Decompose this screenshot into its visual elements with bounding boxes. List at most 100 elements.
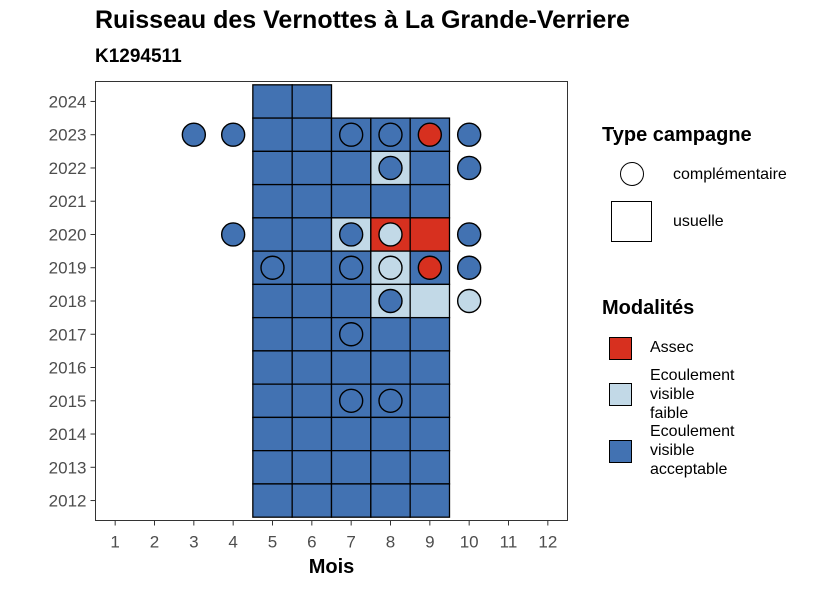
- usuelle-cell-2016-9: [409, 350, 451, 385]
- complementaire-point-2023-10: [456, 122, 482, 147]
- usuelle-cell-2020-6: [291, 217, 333, 252]
- legend-label-faible: Ecoulement visible faible: [650, 367, 735, 422]
- x-tick-label-2: 2: [150, 533, 159, 552]
- usuelle-cell-2019-6: [291, 250, 333, 286]
- usuelle-cell-2021-8: [370, 183, 411, 219]
- chart-subtitle: K1294511: [95, 46, 182, 67]
- usuelle-cell-2021-9: [409, 183, 451, 219]
- usuelle-cell-2016-5: [252, 350, 293, 385]
- complementaire-point-2020-4: [220, 222, 246, 247]
- complementaire-point-2020-10: [456, 222, 482, 247]
- complementaire-point-2019-10: [456, 255, 482, 280]
- x-tick-label-6: 6: [307, 533, 316, 552]
- x-tick-label-5: 5: [268, 533, 277, 552]
- usuelle-cell-2015-9: [409, 383, 451, 419]
- usuelle-cell-2013-6: [291, 450, 333, 485]
- usuelle-cell-2013-7: [330, 450, 372, 485]
- usuelle-cell-2014-7: [330, 416, 372, 452]
- usuelle-cell-2022-7: [330, 150, 372, 186]
- complementaire-point-2023-3: [181, 122, 207, 147]
- usuelle-cell-2012-9: [409, 483, 451, 518]
- y-tick-label-2022: 2022: [49, 159, 87, 178]
- usuelle-cell-2015-5: [252, 383, 293, 419]
- usuelle-cell-2014-6: [291, 416, 333, 452]
- usuelle-cell-2021-5: [252, 183, 293, 219]
- usuelle-cell-2017-9: [409, 316, 451, 352]
- complementaire-point-2022-8: [378, 155, 403, 181]
- usuelle-cell-2023-6: [291, 117, 333, 152]
- y-tick-label-2023: 2023: [49, 126, 87, 145]
- usuelle-cell-2021-7: [330, 183, 372, 219]
- x-tick-label-3: 3: [189, 533, 198, 552]
- x-tick-label-11: 11: [500, 533, 518, 552]
- complementaire-point-2020-7: [338, 222, 364, 247]
- legend-swatch-acceptable: [609, 440, 632, 463]
- legend-swatch-faible: [609, 383, 632, 406]
- complementaire-point-2015-7: [338, 388, 364, 413]
- usuelle-cell-2023-5: [252, 117, 293, 152]
- x-tick-label-8: 8: [386, 533, 395, 552]
- complementaire-circles: [181, 122, 482, 413]
- usuelle-cell-2012-6: [291, 483, 333, 518]
- complementaire-point-2023-4: [220, 122, 246, 147]
- x-axis: 1 2 3 4 5 6 7 8 9 10 11 12: [110, 520, 557, 552]
- y-tick-label-2020: 2020: [49, 225, 87, 244]
- usuelle-cell-2024-5: [252, 84, 293, 119]
- chart-title: Ruisseau des Vernottes à La Grande-Verri…: [95, 6, 630, 34]
- legend-square-key: [611, 201, 652, 242]
- complementaire-point-2023-7: [338, 122, 364, 147]
- usuelle-cell-2015-6: [291, 383, 333, 419]
- x-tick-label-1: 1: [110, 533, 119, 552]
- x-tick-label-12: 12: [538, 533, 557, 552]
- usuelle-cell-2016-7: [330, 350, 372, 385]
- usuelle-cell-2017-6: [291, 316, 333, 352]
- usuelle-cell-2022-6: [291, 150, 333, 186]
- y-tick-label-2015: 2015: [49, 392, 87, 411]
- y-tick-label-2013: 2013: [49, 458, 87, 477]
- usuelle-cell-2018-5: [252, 283, 293, 319]
- usuelle-cell-2024-6: [291, 84, 333, 119]
- complementaire-point-2018-8: [378, 288, 403, 314]
- legend-type-title: Type campagne: [602, 124, 752, 146]
- complementaire-point-2018-10: [456, 288, 482, 314]
- y-tick-label-2024: 2024: [49, 92, 87, 111]
- usuelle-cell-2020-9: [409, 217, 451, 252]
- legend-type-label-usuelle: usuelle: [673, 213, 724, 230]
- legend-swatch-assec: [609, 337, 632, 360]
- x-tick-label-9: 9: [425, 533, 434, 552]
- usuelle-cell-2012-5: [252, 483, 293, 518]
- usuelle-cell-2018-7: [330, 283, 372, 319]
- usuelle-cell-2016-8: [370, 350, 411, 385]
- complementaire-point-2023-9: [417, 122, 443, 147]
- y-tick-label-2016: 2016: [49, 359, 87, 378]
- usuelle-cell-2021-6: [291, 183, 333, 219]
- usuelle-cells: [252, 84, 451, 518]
- complementaire-point-2019-8: [378, 255, 403, 280]
- usuelle-cell-2016-6: [291, 350, 333, 385]
- complementaire-point-2022-10: [456, 155, 482, 181]
- y-tick-label-2012: 2012: [49, 492, 87, 511]
- y-tick-label-2017: 2017: [49, 325, 87, 344]
- usuelle-cell-2013-5: [252, 450, 293, 485]
- complementaire-point-2015-8: [378, 388, 403, 413]
- legend-label-acceptable: Ecoulement visible acceptable: [650, 423, 735, 478]
- x-axis-label: Mois: [309, 556, 355, 578]
- usuelle-cell-2012-7: [330, 483, 372, 518]
- legend-label-assec: Assec: [650, 339, 694, 356]
- usuelle-cell-2017-8: [370, 316, 411, 352]
- x-tick-label-4: 4: [228, 533, 237, 552]
- usuelle-cell-2018-9: [409, 283, 451, 319]
- usuelle-cell-2020-5: [252, 217, 293, 252]
- usuelle-cell-2018-6: [291, 283, 333, 319]
- y-axis: 2012 2013 2014 2015 2016 2017 2018 2019 2020 2021…: [49, 92, 96, 511]
- complementaire-point-2019-5: [260, 255, 285, 280]
- usuelle-cell-2022-5: [252, 150, 293, 186]
- complementaire-point-2020-8: [378, 222, 403, 247]
- usuelle-cell-2017-5: [252, 316, 293, 352]
- x-tick-label-7: 7: [346, 533, 355, 552]
- y-tick-label-2014: 2014: [49, 425, 87, 444]
- usuelle-cell-2014-8: [370, 416, 411, 452]
- usuelle-cell-2012-8: [370, 483, 411, 518]
- legend-type-label-complementaire: complémentaire: [673, 166, 787, 183]
